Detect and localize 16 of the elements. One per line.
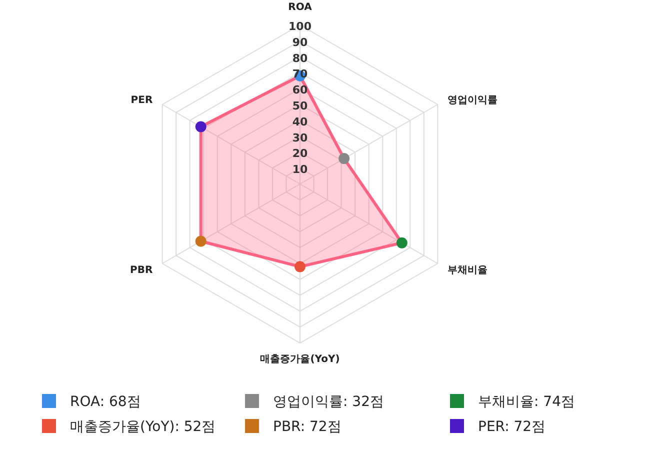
y-tick-label: 60	[292, 84, 308, 97]
spoke-label: PBR	[130, 265, 153, 276]
y-tick-label: 30	[292, 131, 308, 144]
spoke-label: 매출증가율(YoY)	[260, 354, 340, 366]
y-tick-label: 20	[292, 147, 308, 160]
y-tick-label: 100	[288, 20, 312, 33]
spoke-label: ROA	[288, 2, 312, 13]
notes: ROA: 68점 영업이익률: 32점 부채비율: 74점 매출증가율(YoY): 52점 PBR: 72점 PER: 72점	[42, 394, 575, 435]
y-tick-label: 50	[292, 100, 308, 112]
spoke-label: 영업이익률	[447, 94, 498, 106]
y-tick-label: 40	[292, 115, 308, 128]
y-tick-label: 90	[292, 36, 308, 49]
y-tick-label: 80	[292, 52, 308, 65]
spoke-label: 부채비율	[447, 265, 488, 276]
y-tick-label: 10	[292, 163, 308, 176]
spoke-label: PER	[130, 94, 153, 106]
